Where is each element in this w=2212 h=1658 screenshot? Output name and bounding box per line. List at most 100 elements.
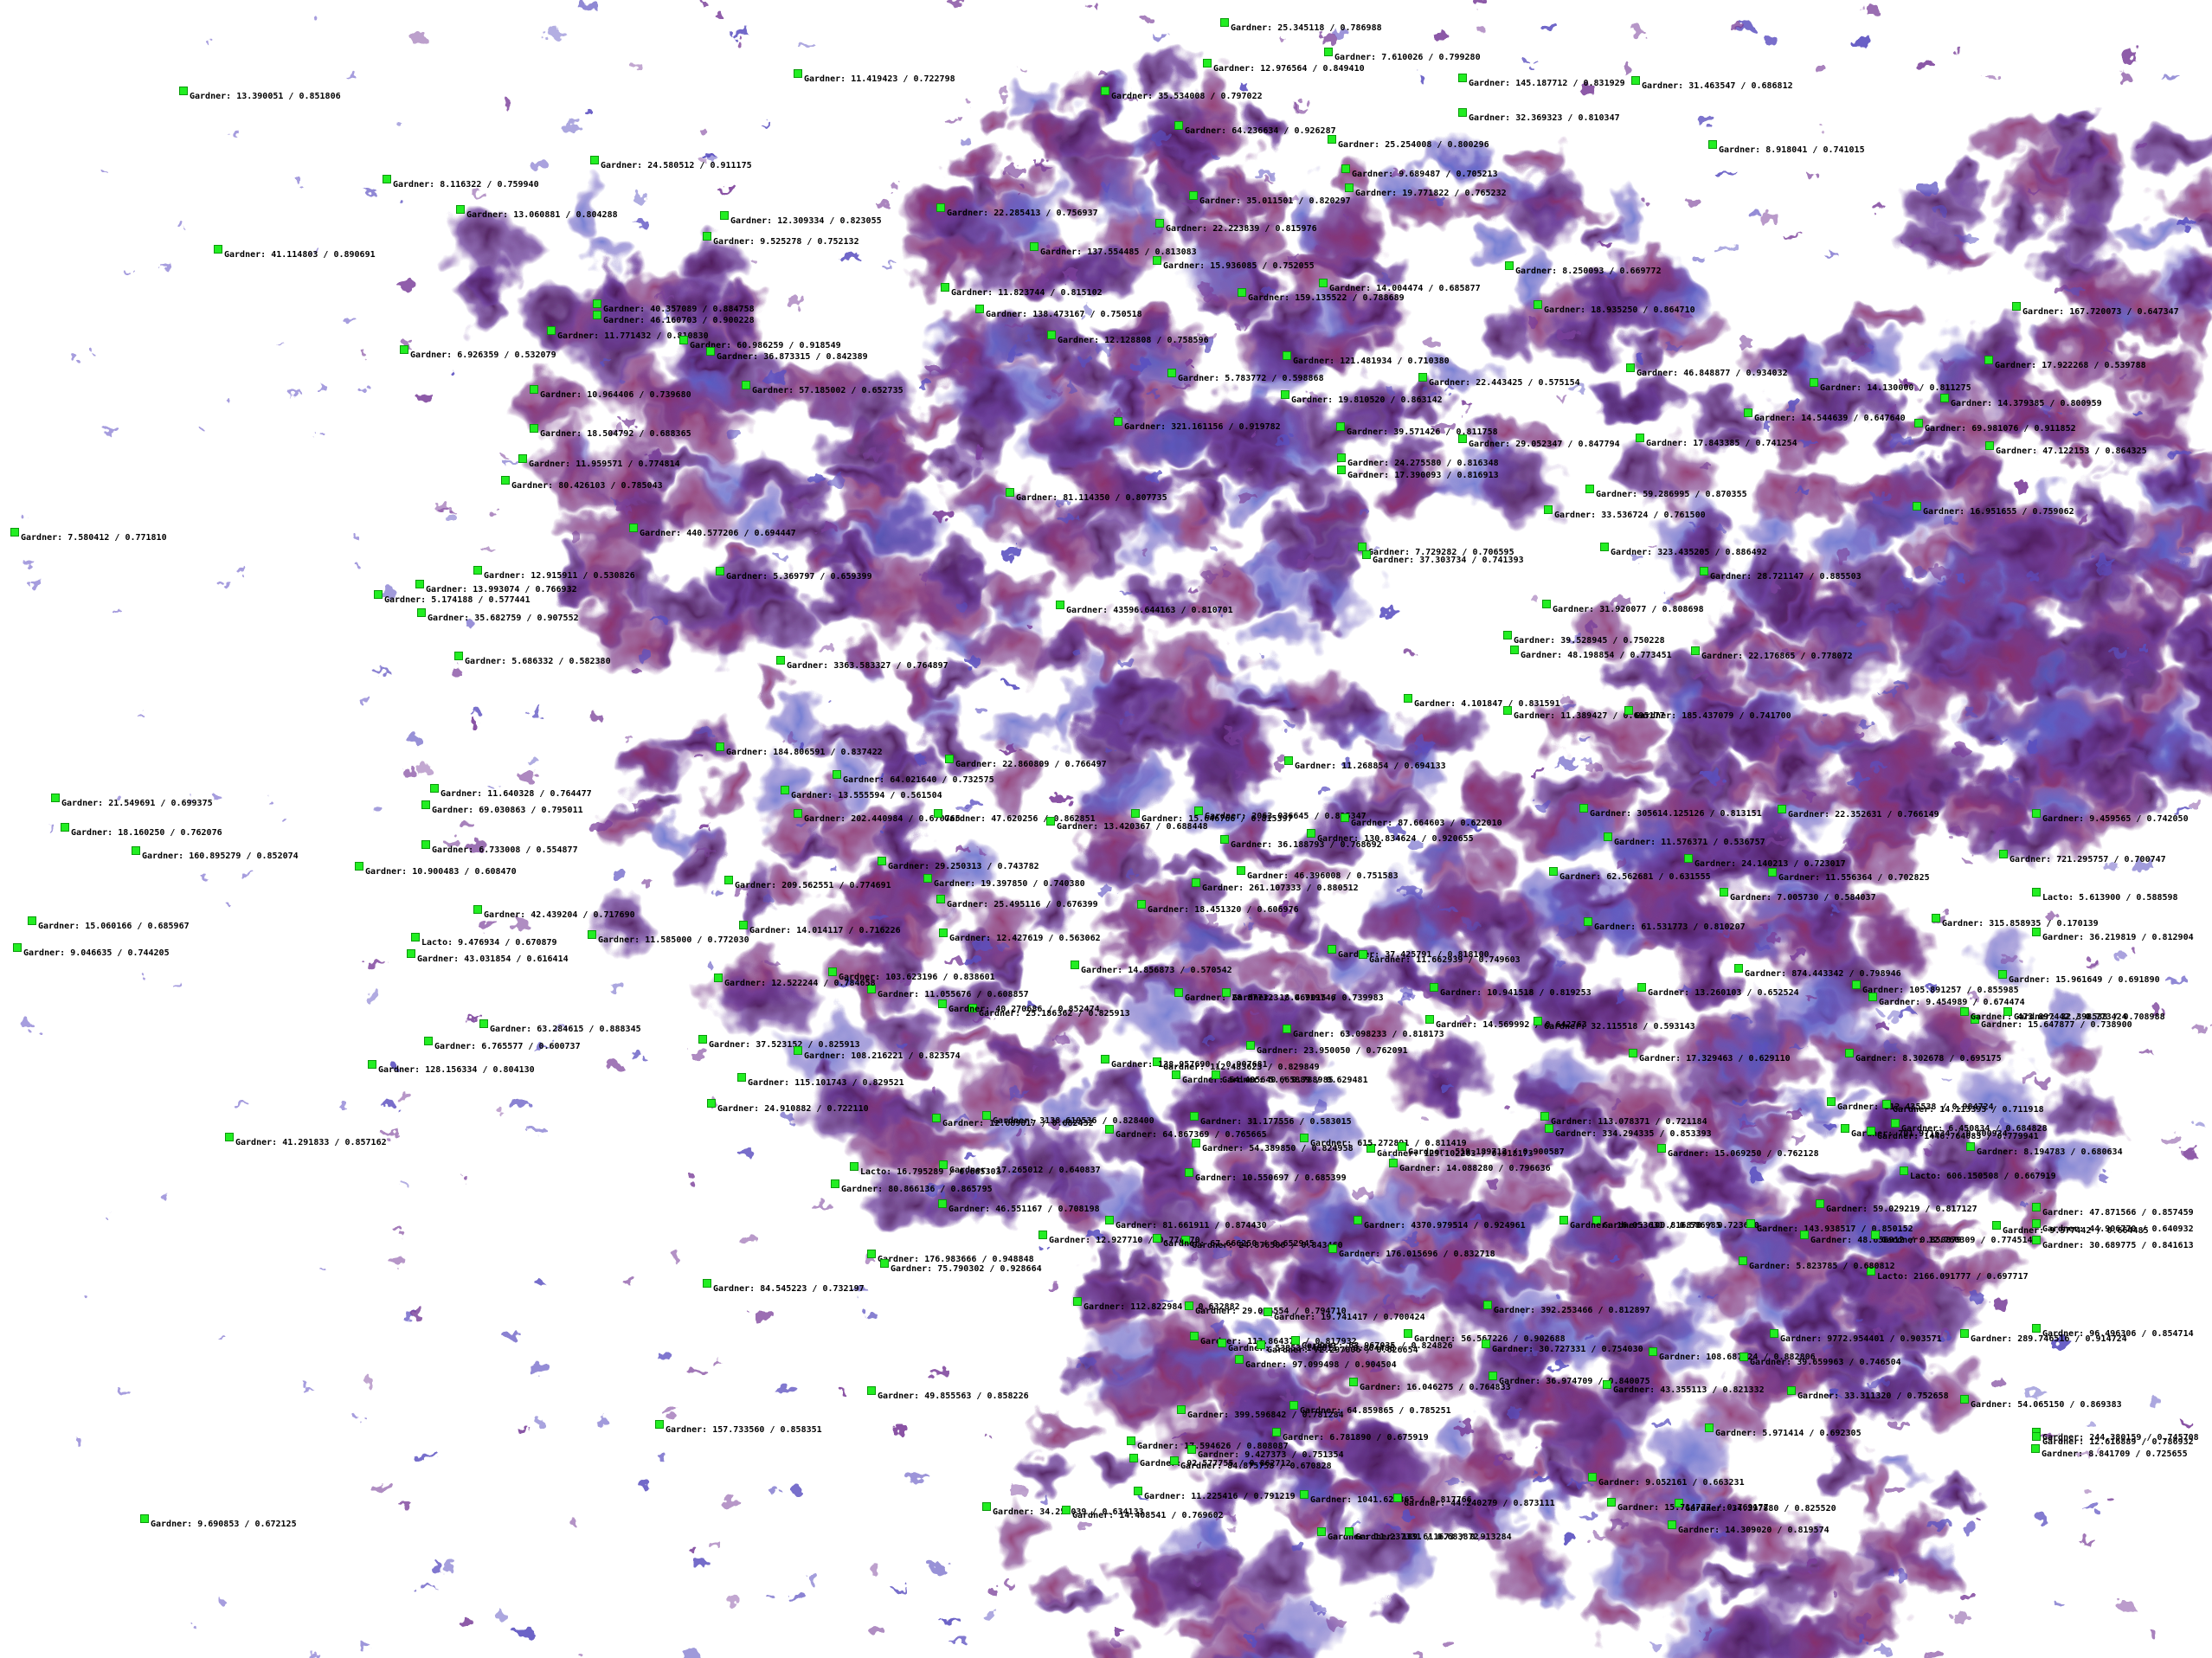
detection-marker: [1545, 1124, 1553, 1133]
detection-confidence: 0.629481: [1326, 1076, 1368, 1085]
detection-label: Gardner: 69.981076 / 0.911852: [1914, 419, 2076, 434]
detection-marker: [1172, 1070, 1180, 1079]
detection-confidence: 0.762091: [1366, 1046, 1408, 1056]
detection-confidence: 0.732197: [822, 1284, 865, 1294]
detection-marker: [1317, 1527, 1326, 1536]
detection-confidence: 0.762076: [180, 828, 222, 838]
detection-label: Gardner: 22.352631 / 0.766149: [1778, 805, 1939, 819]
cell-cluster: [1676, 386, 1769, 436]
detection-marker: [737, 1073, 746, 1082]
detection-class: Gardner: [490, 1025, 527, 1034]
detection-score: 874.443342: [1791, 969, 1844, 979]
detection-marker: [714, 974, 723, 982]
detection-score: 15.060166: [85, 922, 132, 931]
detection-marker: [1852, 980, 1861, 989]
cell-cluster: [1585, 1588, 1630, 1635]
detection-class: Gardner: [1514, 711, 1551, 721]
detection-class: Gardner: [1837, 1102, 1874, 1112]
detection-score: 57.185002: [799, 386, 846, 395]
detection-score: 5.971414: [1762, 1429, 1804, 1438]
detection-confidence: 0.869383: [2080, 1400, 2122, 1410]
detection-confidence: 0.934032: [1746, 369, 1788, 378]
detection-score: 5.174188: [431, 595, 473, 605]
cell-cluster: [567, 596, 638, 637]
detection-marker: [1458, 434, 1467, 443]
detection-marker: [1238, 288, 1246, 297]
detection-score: 137.554485: [1087, 247, 1140, 257]
detection-confidence: 0.606976: [1257, 905, 1299, 915]
cell-cluster: [978, 110, 1022, 137]
detection-confidence: 0.170139: [2056, 919, 2099, 929]
detection-marker: [1604, 832, 1612, 841]
cell-cluster: [950, 145, 1002, 170]
detection-class: Gardner: [713, 237, 750, 247]
detection-score: 6.733008: [479, 845, 521, 855]
detection-class: Gardner: [426, 585, 463, 594]
detection-score: 81.661911: [1162, 1221, 1210, 1231]
detection-marker: [1324, 48, 1333, 56]
cell-cluster: [2067, 525, 2133, 552]
detection-class: Gardner: [1788, 810, 1825, 819]
detection-label: Gardner: 5.665889 / 0.629481: [1212, 1070, 1368, 1085]
cell-cluster: [1793, 1541, 1863, 1611]
detection-marker: [590, 156, 599, 164]
detection-confidence: 0.536757: [1723, 838, 1765, 847]
detection-marker: [1966, 1142, 1975, 1151]
cell-cluster: [1851, 302, 1926, 333]
detection-marker: [739, 921, 748, 929]
detection-score: 6.781890: [1329, 1433, 1372, 1443]
detection-confidence: 0.807735: [1125, 493, 1167, 503]
detection-marker: [1657, 1144, 1666, 1153]
detection-score: 108.216221: [851, 1051, 903, 1061]
detection-class: Gardner: [540, 390, 577, 400]
detection-confidence: 0.769177: [1727, 1503, 1769, 1513]
detection-class: Gardner: [1719, 145, 1756, 155]
detection-score: 11.268854: [1341, 762, 1389, 771]
detection-score: 12.616889: [2089, 1437, 2137, 1447]
detection-score: 159.135522: [1295, 293, 1347, 303]
detection-confidence: 0.561504: [900, 791, 942, 800]
detection-score: 14.130000: [1867, 383, 1914, 393]
detection-label: Gardner: 399.596842 / 0.781284: [1177, 1405, 1344, 1420]
cell-cluster: [1237, 609, 1314, 657]
detection-confidence: 0.874430: [1225, 1221, 1267, 1231]
detection-score: 12.927710: [1096, 1236, 1143, 1245]
detection-label: Gardner: 157.733560 / 0.858351: [655, 1420, 822, 1435]
detection-label: Gardner: 13.390051 / 0.851806: [179, 87, 341, 101]
detection-label: Gardner: 32.115518 / 0.593143: [1534, 1017, 1695, 1031]
detection-confidence: 0.670879: [515, 938, 557, 948]
detection-marker: [1006, 488, 1014, 497]
detection-marker: [1900, 1166, 1908, 1175]
detection-class: Gardner: [1750, 1358, 1787, 1367]
cell-cluster: [1295, 504, 1367, 532]
detection-marker: [2032, 1324, 2041, 1333]
cell-cluster: [1045, 411, 1120, 467]
detection-label: Gardner: 24.910882 / 0.722110: [707, 1099, 869, 1114]
detection-label: Gardner: 11.225416 / 0.791219: [1134, 1487, 1296, 1501]
detection-label: Gardner: 184.806591 / 0.837422: [716, 742, 883, 757]
detection-class: Gardner: [640, 529, 677, 538]
cell-cluster: [782, 1021, 873, 1083]
detection-class: Gardner: [1355, 1533, 1392, 1542]
detection-marker: [1483, 1301, 1492, 1309]
cell-cluster: [1591, 1064, 1687, 1132]
detection-marker: [2031, 1444, 2040, 1453]
cell-cluster: [777, 364, 865, 411]
detection-score: 87.664603: [1398, 819, 1445, 828]
cell-cluster: [929, 714, 972, 768]
detection-class: Gardner: [1659, 1353, 1696, 1362]
detection-marker: [1189, 191, 1198, 200]
detection-score: 22.223839: [1212, 224, 1260, 234]
detection-marker: [1503, 706, 1512, 715]
detection-label: Gardner: 392.253466 / 0.812897: [1483, 1301, 1650, 1315]
detection-score: 61.531773: [1641, 922, 1688, 932]
detection-confidence: 0.907681: [1225, 1060, 1268, 1070]
detection-label: Gardner: 54.065150 / 0.869383: [1960, 1395, 2122, 1410]
detection-score: 5.613900: [2079, 893, 2121, 903]
detection-marker: [880, 1259, 889, 1268]
detection-score: 103.623196: [885, 973, 938, 982]
detection-score: 22.285413: [993, 209, 1041, 218]
detection-class: Gardner: [713, 1284, 750, 1294]
detection-score: 12.309334: [777, 216, 825, 226]
detection-score: 202.440984: [851, 814, 903, 824]
